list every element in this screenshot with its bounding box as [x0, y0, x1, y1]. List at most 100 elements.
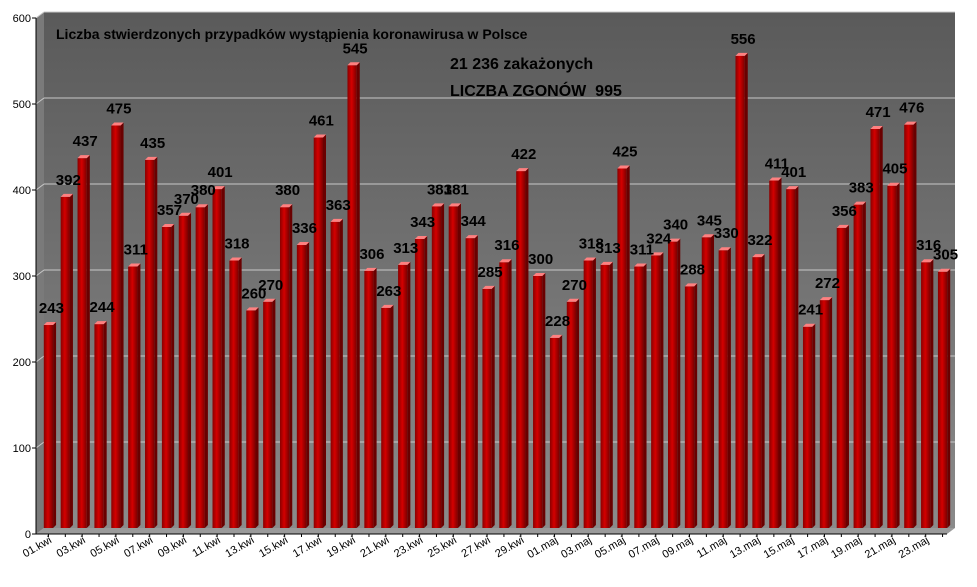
bar: [398, 264, 408, 528]
bar: [786, 189, 796, 528]
bar: [111, 125, 121, 528]
y-tick-label: 300: [13, 271, 31, 283]
data-label: 336: [292, 220, 317, 237]
bar-top: [887, 182, 900, 186]
bar-side: [103, 321, 107, 528]
bar-side: [238, 257, 242, 528]
bar: [887, 185, 897, 528]
bar: [212, 189, 222, 528]
bar-top: [431, 203, 445, 207]
y-tick-label: 0: [25, 529, 31, 541]
data-label: 288: [680, 261, 705, 278]
y-axis-ticks: 0 100 200 300 400 500 600: [13, 13, 36, 541]
bar: [263, 301, 273, 528]
bar-top: [364, 267, 377, 271]
bar-top: [533, 273, 546, 276]
bar-side: [491, 285, 495, 528]
bar: [836, 227, 846, 528]
bar-top: [870, 125, 883, 129]
bar-side: [289, 204, 293, 528]
data-label: 383: [849, 180, 874, 197]
bar-side: [356, 62, 360, 529]
bar-top: [718, 247, 731, 251]
data-label: 243: [39, 300, 64, 317]
bar-top: [735, 52, 748, 56]
data-label: 545: [343, 40, 368, 57]
bar-top: [111, 122, 124, 126]
bar: [600, 264, 610, 528]
value-labels: 2433924372444753114353573703804013182602…: [39, 31, 958, 330]
y-tick-label: 600: [13, 13, 31, 25]
bar: [178, 215, 189, 529]
bar: [161, 226, 172, 529]
bar-side: [255, 307, 259, 528]
data-label: 263: [376, 283, 401, 300]
bar-side: [947, 268, 951, 528]
data-label: 475: [106, 101, 131, 118]
y-tick-label: 100: [13, 443, 31, 455]
bar-side: [339, 218, 343, 528]
bar-top: [398, 261, 411, 265]
y-tick-label: 400: [13, 185, 31, 197]
bar-side: [930, 259, 934, 528]
x-tick-label: 05.maj: [593, 534, 628, 561]
bar-top: [853, 201, 866, 205]
x-tick-label: 23.maj: [897, 534, 932, 561]
bar-top: [43, 322, 57, 326]
data-label: 344: [461, 213, 487, 230]
bar-top: [161, 223, 175, 227]
bar: [229, 260, 239, 528]
bar-top: [802, 323, 816, 327]
data-label: 461: [309, 113, 334, 130]
bar: [195, 207, 205, 528]
x-tick-label: 23.kwi: [392, 534, 425, 560]
x-tick-label: 03.kwi: [55, 534, 88, 560]
bar-side: [306, 242, 310, 529]
data-label: 357: [157, 202, 182, 219]
data-label: 306: [359, 246, 384, 263]
bar: [684, 286, 695, 528]
data-label: 285: [478, 264, 503, 281]
bar: [279, 207, 290, 528]
data-label: 437: [73, 133, 98, 150]
bar: [60, 196, 70, 528]
data-label: 305: [933, 247, 958, 264]
gridline-depth: [35, 269, 45, 277]
bar-side: [474, 235, 478, 528]
x-tick-label: 17.maj: [795, 534, 830, 561]
bar-top: [752, 254, 765, 258]
bar: [347, 65, 357, 529]
data-label: 345: [697, 212, 722, 229]
bar-top: [769, 177, 782, 181]
bar: [937, 271, 948, 528]
bar: [77, 158, 87, 528]
x-tick-label: 07.maj: [627, 534, 662, 561]
bar-top: [128, 263, 141, 267]
bar: [499, 262, 509, 528]
data-label: 471: [866, 104, 891, 121]
bar: [651, 255, 661, 529]
bar-side: [795, 186, 799, 528]
data-label: 311: [630, 242, 654, 259]
bar-side: [643, 263, 647, 528]
bar: [769, 180, 779, 529]
data-label: 356: [832, 203, 857, 220]
bar-side: [576, 298, 580, 528]
gridline-depth: [35, 11, 45, 19]
bar-side: [896, 182, 900, 528]
bar-top: [414, 236, 428, 240]
bar-side: [727, 247, 731, 528]
data-label: 316: [916, 237, 941, 254]
bar-top: [499, 259, 512, 263]
bar: [752, 257, 762, 528]
bar-top: [600, 261, 613, 265]
bar-side: [424, 236, 428, 528]
bar: [870, 128, 880, 528]
bar: [634, 266, 644, 528]
bar-top: [448, 203, 461, 207]
y-tick-label: 500: [13, 99, 31, 111]
bar: [516, 171, 526, 528]
x-tick-label: 07.kwi: [122, 534, 155, 560]
bar-side: [171, 223, 175, 529]
bar-side: [542, 273, 546, 528]
